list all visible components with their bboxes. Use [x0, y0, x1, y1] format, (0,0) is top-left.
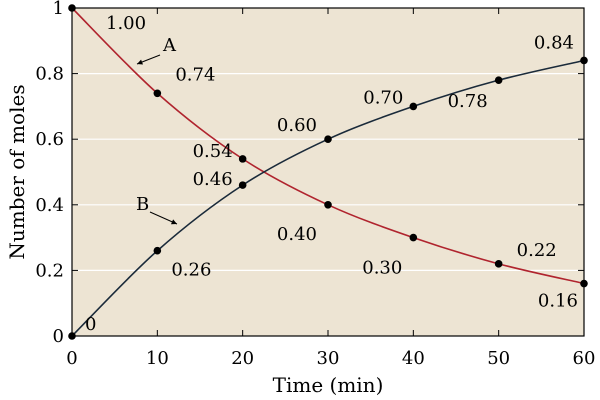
data-point-B — [409, 102, 418, 111]
data-points — [68, 4, 588, 340]
data-label-B: 0.60 — [277, 115, 317, 136]
series-arrowhead-A — [137, 59, 143, 65]
x-tick-label: 40 — [402, 348, 425, 369]
data-point-A — [324, 201, 332, 209]
data-label-A: 1.00 — [106, 13, 146, 34]
data-point-A — [238, 155, 247, 163]
x-tick-label: 60 — [573, 348, 596, 369]
y-tick-label: 0.6 — [35, 129, 64, 150]
x-axis-title: Time (min) — [273, 373, 384, 397]
data-label-B: 0.84 — [534, 32, 574, 53]
y-tick-label: 0.4 — [35, 195, 64, 216]
y-tick-label: 0.8 — [35, 64, 64, 85]
data-point-B — [324, 135, 332, 143]
data-labels: 1.00 0.74 0.54 0.40 0.30 0.22 0.16 0 0.26 0.46 0.6… — [85, 13, 578, 335]
data-label-B: 0.78 — [448, 91, 488, 112]
x-tick-label: 50 — [487, 348, 510, 369]
x-tick-label: 30 — [317, 348, 340, 369]
data-label-A: 0.16 — [538, 291, 578, 312]
data-label-B: 0.46 — [193, 169, 233, 190]
series-name-A: A — [162, 35, 177, 56]
data-label-B: 0.70 — [363, 87, 403, 108]
data-point-B — [153, 246, 162, 255]
y-tick-label: 0 — [53, 326, 64, 347]
series-name-B: B — [136, 194, 149, 215]
data-point-B — [494, 76, 503, 84]
data-label-B: 0.26 — [171, 260, 211, 281]
data-label-A: 0.74 — [175, 64, 215, 85]
data-label-B: 0 — [85, 314, 96, 335]
series-arrowhead-B — [171, 219, 177, 225]
data-point-A — [409, 233, 418, 242]
data-label-A: 0.30 — [362, 258, 402, 279]
y-tick-label: 0.2 — [35, 260, 64, 281]
data-point-A — [153, 89, 162, 98]
axis-ticks: 00.20.40.60.810 10 20 30 40 50 60 — [35, 0, 595, 369]
x-tick-label: 10 — [146, 348, 169, 369]
plot-background — [72, 8, 584, 336]
data-label-A: 0.22 — [517, 240, 557, 261]
data-label-A: 0.40 — [277, 224, 317, 245]
x-tick-label: 20 — [231, 348, 254, 369]
data-point-B — [238, 181, 247, 189]
y-axis-title: Number of moles — [5, 84, 29, 259]
series-names: AB — [136, 35, 178, 225]
data-label-A: 0.54 — [193, 141, 233, 162]
y-tick-label: 1 — [53, 0, 64, 19]
data-point-A — [494, 260, 503, 268]
x-tick-label: 0 — [66, 348, 77, 369]
